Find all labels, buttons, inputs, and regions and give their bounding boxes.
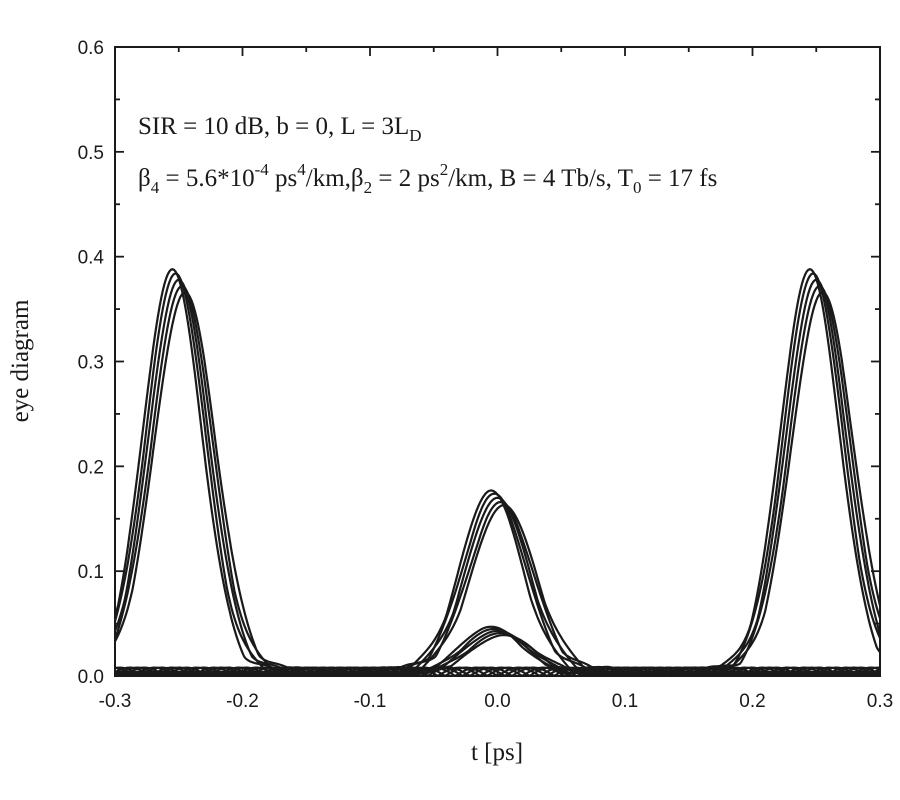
x-tick-label: -0.3 bbox=[99, 691, 132, 712]
eye-diagram-traces bbox=[113, 268, 882, 678]
eye-trace bbox=[113, 284, 882, 678]
annotation-line-2: β4 = 5.6*10-4 ps4/km,β2 = 2 ps2/km, B = … bbox=[138, 160, 717, 197]
x-tick-label: 0.1 bbox=[612, 691, 638, 712]
x-axis-label: t [ps] bbox=[471, 739, 523, 766]
annotation-line-1: SIR = 10 dB, b = 0, L = 3LD bbox=[138, 113, 422, 145]
eye-trace bbox=[113, 268, 881, 678]
y-axis-label: eye diagram bbox=[7, 299, 34, 422]
y-tick-label: 0.1 bbox=[78, 562, 104, 583]
x-tick-label: 0.0 bbox=[484, 691, 510, 712]
y-tick-label: 0.5 bbox=[78, 143, 104, 164]
x-tick-label: -0.2 bbox=[226, 691, 259, 712]
eye-trace bbox=[113, 278, 882, 678]
axis-ticks bbox=[114, 46, 881, 677]
y-tick-label: 0.2 bbox=[78, 457, 104, 478]
y-tick-label: 0.0 bbox=[78, 667, 104, 688]
x-tick-label: -0.1 bbox=[354, 691, 387, 712]
axis-tick-labels: -0.3 -0.2 -0.1 0.0 0.1 0.2 0.3 0.0 0.1 0.2 0.3 0.4 0… bbox=[78, 38, 894, 712]
eye-trace bbox=[114, 291, 882, 678]
y-tick-label: 0.3 bbox=[78, 353, 104, 374]
x-tick-label: 0.3 bbox=[867, 691, 893, 712]
x-tick-label: 0.2 bbox=[739, 691, 765, 712]
y-tick-label: 0.4 bbox=[78, 248, 105, 269]
y-tick-label: 0.6 bbox=[78, 38, 104, 59]
